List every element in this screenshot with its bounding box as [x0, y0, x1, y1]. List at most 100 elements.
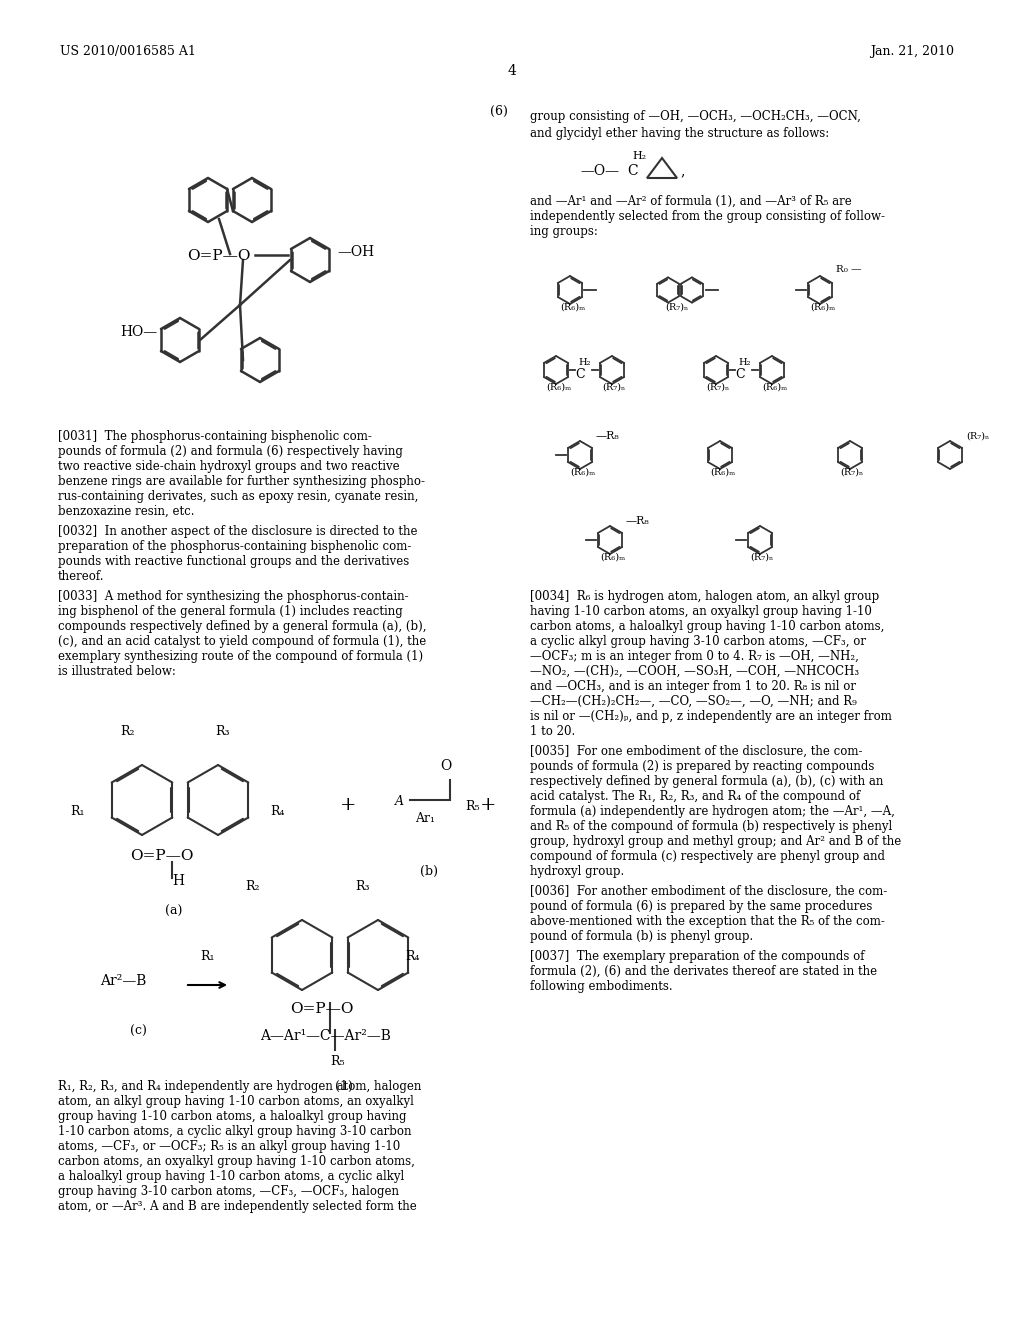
Text: R₃: R₃	[215, 725, 229, 738]
Text: —O—: —O—	[580, 164, 618, 178]
Text: carbon atoms, a haloalkyl group having 1-10 carbon atoms,: carbon atoms, a haloalkyl group having 1…	[530, 620, 885, 634]
Text: (R₇)ₙ: (R₇)ₙ	[840, 469, 863, 477]
Text: compounds respectively defined by a general formula (a), (b),: compounds respectively defined by a gene…	[58, 620, 427, 634]
Text: (6): (6)	[490, 106, 508, 117]
Text: R₁: R₁	[70, 805, 85, 818]
Text: ing groups:: ing groups:	[530, 224, 598, 238]
Text: (R₆)ₘ: (R₆)ₘ	[546, 383, 571, 392]
Text: group consisting of —OH, —OCH₃, —OCH₂CH₃, —OCN,: group consisting of —OH, —OCH₃, —OCH₂CH₃…	[530, 110, 861, 123]
Text: —R₈: —R₈	[596, 432, 620, 441]
Text: Ar₁: Ar₁	[415, 812, 435, 825]
Text: 1 to 20.: 1 to 20.	[530, 725, 575, 738]
Text: R₄: R₄	[406, 950, 420, 964]
Text: (R₆)ₘ: (R₆)ₘ	[710, 469, 735, 477]
Text: O=P—O: O=P—O	[130, 849, 194, 863]
Text: a cyclic alkyl group having 3-10 carbon atoms, —CF₃, or: a cyclic alkyl group having 3-10 carbon …	[530, 635, 866, 648]
Text: C: C	[627, 164, 638, 178]
Text: ing bisphenol of the general formula (1) includes reacting: ing bisphenol of the general formula (1)…	[58, 605, 402, 618]
Text: hydroxyl group.: hydroxyl group.	[530, 865, 625, 878]
Text: (c), and an acid catalyst to yield compound of formula (1), the: (c), and an acid catalyst to yield compo…	[58, 635, 426, 648]
Text: —OH: —OH	[337, 246, 374, 259]
Text: atom, an alkyl group having 1-10 carbon atoms, an oxyalkyl: atom, an alkyl group having 1-10 carbon …	[58, 1096, 414, 1107]
Text: and —OCH₃, and is an integer from 1 to 20. R₈ is nil or: and —OCH₃, and is an integer from 1 to 2…	[530, 680, 856, 693]
Text: Ar²—B: Ar²—B	[100, 974, 146, 987]
Text: benzoxazine resin, etc.: benzoxazine resin, etc.	[58, 506, 195, 517]
Text: is nil or —(CH₂)ₚ, and p, z independently are an integer from: is nil or —(CH₂)ₚ, and p, z independentl…	[530, 710, 892, 723]
Text: ,: ,	[680, 164, 684, 178]
Text: A: A	[395, 795, 404, 808]
Text: —CH₂—(CH₂)₂CH₂—, —CO, —SO₂—, —O, —NH; and R₉: —CH₂—(CH₂)₂CH₂—, —CO, —SO₂—, —O, —NH; an…	[530, 696, 857, 708]
Text: R₂: R₂	[245, 880, 259, 894]
Text: —R₈: —R₈	[626, 516, 650, 525]
Text: [0033]  A method for synthesizing the phosphorus-contain-: [0033] A method for synthesizing the pho…	[58, 590, 409, 603]
Text: [0036]  For another embodiment of the disclosure, the com-: [0036] For another embodiment of the dis…	[530, 884, 887, 898]
Text: O: O	[440, 759, 452, 774]
Text: C: C	[735, 368, 744, 381]
Text: R₃: R₃	[355, 880, 370, 894]
Text: +: +	[480, 796, 497, 814]
Text: formula (2), (6) and the derivates thereof are stated in the: formula (2), (6) and the derivates there…	[530, 965, 878, 978]
Text: rus-containing derivates, such as epoxy resin, cyanate resin,: rus-containing derivates, such as epoxy …	[58, 490, 419, 503]
Text: C: C	[575, 368, 585, 381]
Text: H₂: H₂	[578, 358, 591, 367]
Text: 1-10 carbon atoms, a cyclic alkyl group having 3-10 carbon: 1-10 carbon atoms, a cyclic alkyl group …	[58, 1125, 412, 1138]
Text: above-mentioned with the exception that the R₅ of the com-: above-mentioned with the exception that …	[530, 915, 885, 928]
Text: [0035]  For one embodiment of the disclosure, the com-: [0035] For one embodiment of the disclos…	[530, 744, 862, 758]
Text: pounds of formula (2) and formula (6) respectively having: pounds of formula (2) and formula (6) re…	[58, 445, 402, 458]
Text: +: +	[340, 796, 356, 814]
Text: (b): (b)	[420, 865, 438, 878]
Text: (R₇)ₙ: (R₇)ₙ	[665, 304, 688, 312]
Text: [0034]  R₆ is hydrogen atom, halogen atom, an alkyl group: [0034] R₆ is hydrogen atom, halogen atom…	[530, 590, 880, 603]
Text: independently selected from the group consisting of follow-: independently selected from the group co…	[530, 210, 885, 223]
Text: (R₇)ₙ: (R₇)ₙ	[750, 553, 773, 562]
Text: formula (a) independently are hydrogen atom; the —Ar¹, —A,: formula (a) independently are hydrogen a…	[530, 805, 895, 818]
Text: —NO₂, —(CH)₂, —COOH, —SO₃H, —COH, —NHCOCH₃: —NO₂, —(CH)₂, —COOH, —SO₃H, —COH, —NHCOC…	[530, 665, 859, 678]
Text: (R₇)ₙ: (R₇)ₙ	[966, 432, 989, 441]
Text: US 2010/0016585 A1: US 2010/0016585 A1	[60, 45, 196, 58]
Text: carbon atoms, an oxyalkyl group having 1-10 carbon atoms,: carbon atoms, an oxyalkyl group having 1…	[58, 1155, 415, 1168]
Text: —OCF₃; m is an integer from 0 to 4. R₇ is —OH, —NH₂,: —OCF₃; m is an integer from 0 to 4. R₇ i…	[530, 649, 859, 663]
Text: O=P—O: O=P—O	[187, 249, 251, 263]
Text: (a): (a)	[165, 906, 182, 917]
Text: (R₆)ₘ: (R₆)ₘ	[600, 553, 626, 562]
Text: (1): (1)	[335, 1080, 353, 1093]
Text: group having 1-10 carbon atoms, a haloalkyl group having: group having 1-10 carbon atoms, a haloal…	[58, 1110, 407, 1123]
Text: H₂: H₂	[738, 358, 751, 367]
Text: A—Ar¹—C—Ar²—B: A—Ar¹—C—Ar²—B	[260, 1030, 391, 1043]
Text: (R₇)ₙ: (R₇)ₙ	[602, 383, 626, 392]
Text: R₁: R₁	[200, 950, 214, 964]
Text: (R₆)ₘ: (R₆)ₘ	[570, 469, 595, 477]
Text: acid catalyst. The R₁, R₂, R₃, and R₄ of the compound of: acid catalyst. The R₁, R₂, R₃, and R₄ of…	[530, 789, 860, 803]
Text: respectively defined by general formula (a), (b), (c) with an: respectively defined by general formula …	[530, 775, 884, 788]
Text: [0031]  The phosphorus-containing bisphenolic com-: [0031] The phosphorus-containing bisphen…	[58, 430, 372, 444]
Text: (c): (c)	[130, 1026, 146, 1038]
Text: group, hydroxyl group and methyl group; and Ar² and B of the: group, hydroxyl group and methyl group; …	[530, 836, 901, 847]
Text: pound of formula (6) is prepared by the same procedures: pound of formula (6) is prepared by the …	[530, 900, 872, 913]
Text: Jan. 21, 2010: Jan. 21, 2010	[870, 45, 954, 58]
Text: O=P—O: O=P—O	[290, 1002, 353, 1016]
Text: pound of formula (b) is phenyl group.: pound of formula (b) is phenyl group.	[530, 931, 754, 942]
Text: two reactive side-chain hydroxyl groups and two reactive: two reactive side-chain hydroxyl groups …	[58, 459, 399, 473]
Text: [0037]  The exemplary preparation of the compounds of: [0037] The exemplary preparation of the …	[530, 950, 864, 964]
Text: preparation of the phosphorus-containing bisphenolic com-: preparation of the phosphorus-containing…	[58, 540, 412, 553]
Text: HO—: HO—	[120, 325, 157, 339]
Text: pounds with reactive functional groups and the derivatives: pounds with reactive functional groups a…	[58, 554, 410, 568]
Text: and R₅ of the compound of formula (b) respectively is phenyl: and R₅ of the compound of formula (b) re…	[530, 820, 892, 833]
Text: a haloalkyl group having 1-10 carbon atoms, a cyclic alkyl: a haloalkyl group having 1-10 carbon ato…	[58, 1170, 404, 1183]
Text: R₀ —: R₀ —	[836, 265, 861, 275]
Text: compound of formula (c) respectively are phenyl group and: compound of formula (c) respectively are…	[530, 850, 885, 863]
Text: (R₆)ₘ: (R₆)ₘ	[762, 383, 787, 392]
Text: is illustrated below:: is illustrated below:	[58, 665, 176, 678]
Text: (R₆)ₘ: (R₆)ₘ	[810, 304, 836, 312]
Text: R₅: R₅	[465, 800, 479, 813]
Text: (R₆)ₘ: (R₆)ₘ	[560, 304, 586, 312]
Text: R₅: R₅	[330, 1055, 345, 1068]
Text: benzene rings are available for further synthesizing phospho-: benzene rings are available for further …	[58, 475, 425, 488]
Text: atom, or —Ar³. A and B are independently selected form the: atom, or —Ar³. A and B are independently…	[58, 1200, 417, 1213]
Text: R₄: R₄	[270, 805, 285, 818]
Text: R₂: R₂	[120, 725, 134, 738]
Text: atoms, —CF₃, or —OCF₃; R₅ is an alkyl group having 1-10: atoms, —CF₃, or —OCF₃; R₅ is an alkyl gr…	[58, 1140, 400, 1152]
Text: pounds of formula (2) is prepared by reacting compounds: pounds of formula (2) is prepared by rea…	[530, 760, 874, 774]
Text: thereof.: thereof.	[58, 570, 104, 583]
Text: H₂: H₂	[632, 150, 646, 161]
